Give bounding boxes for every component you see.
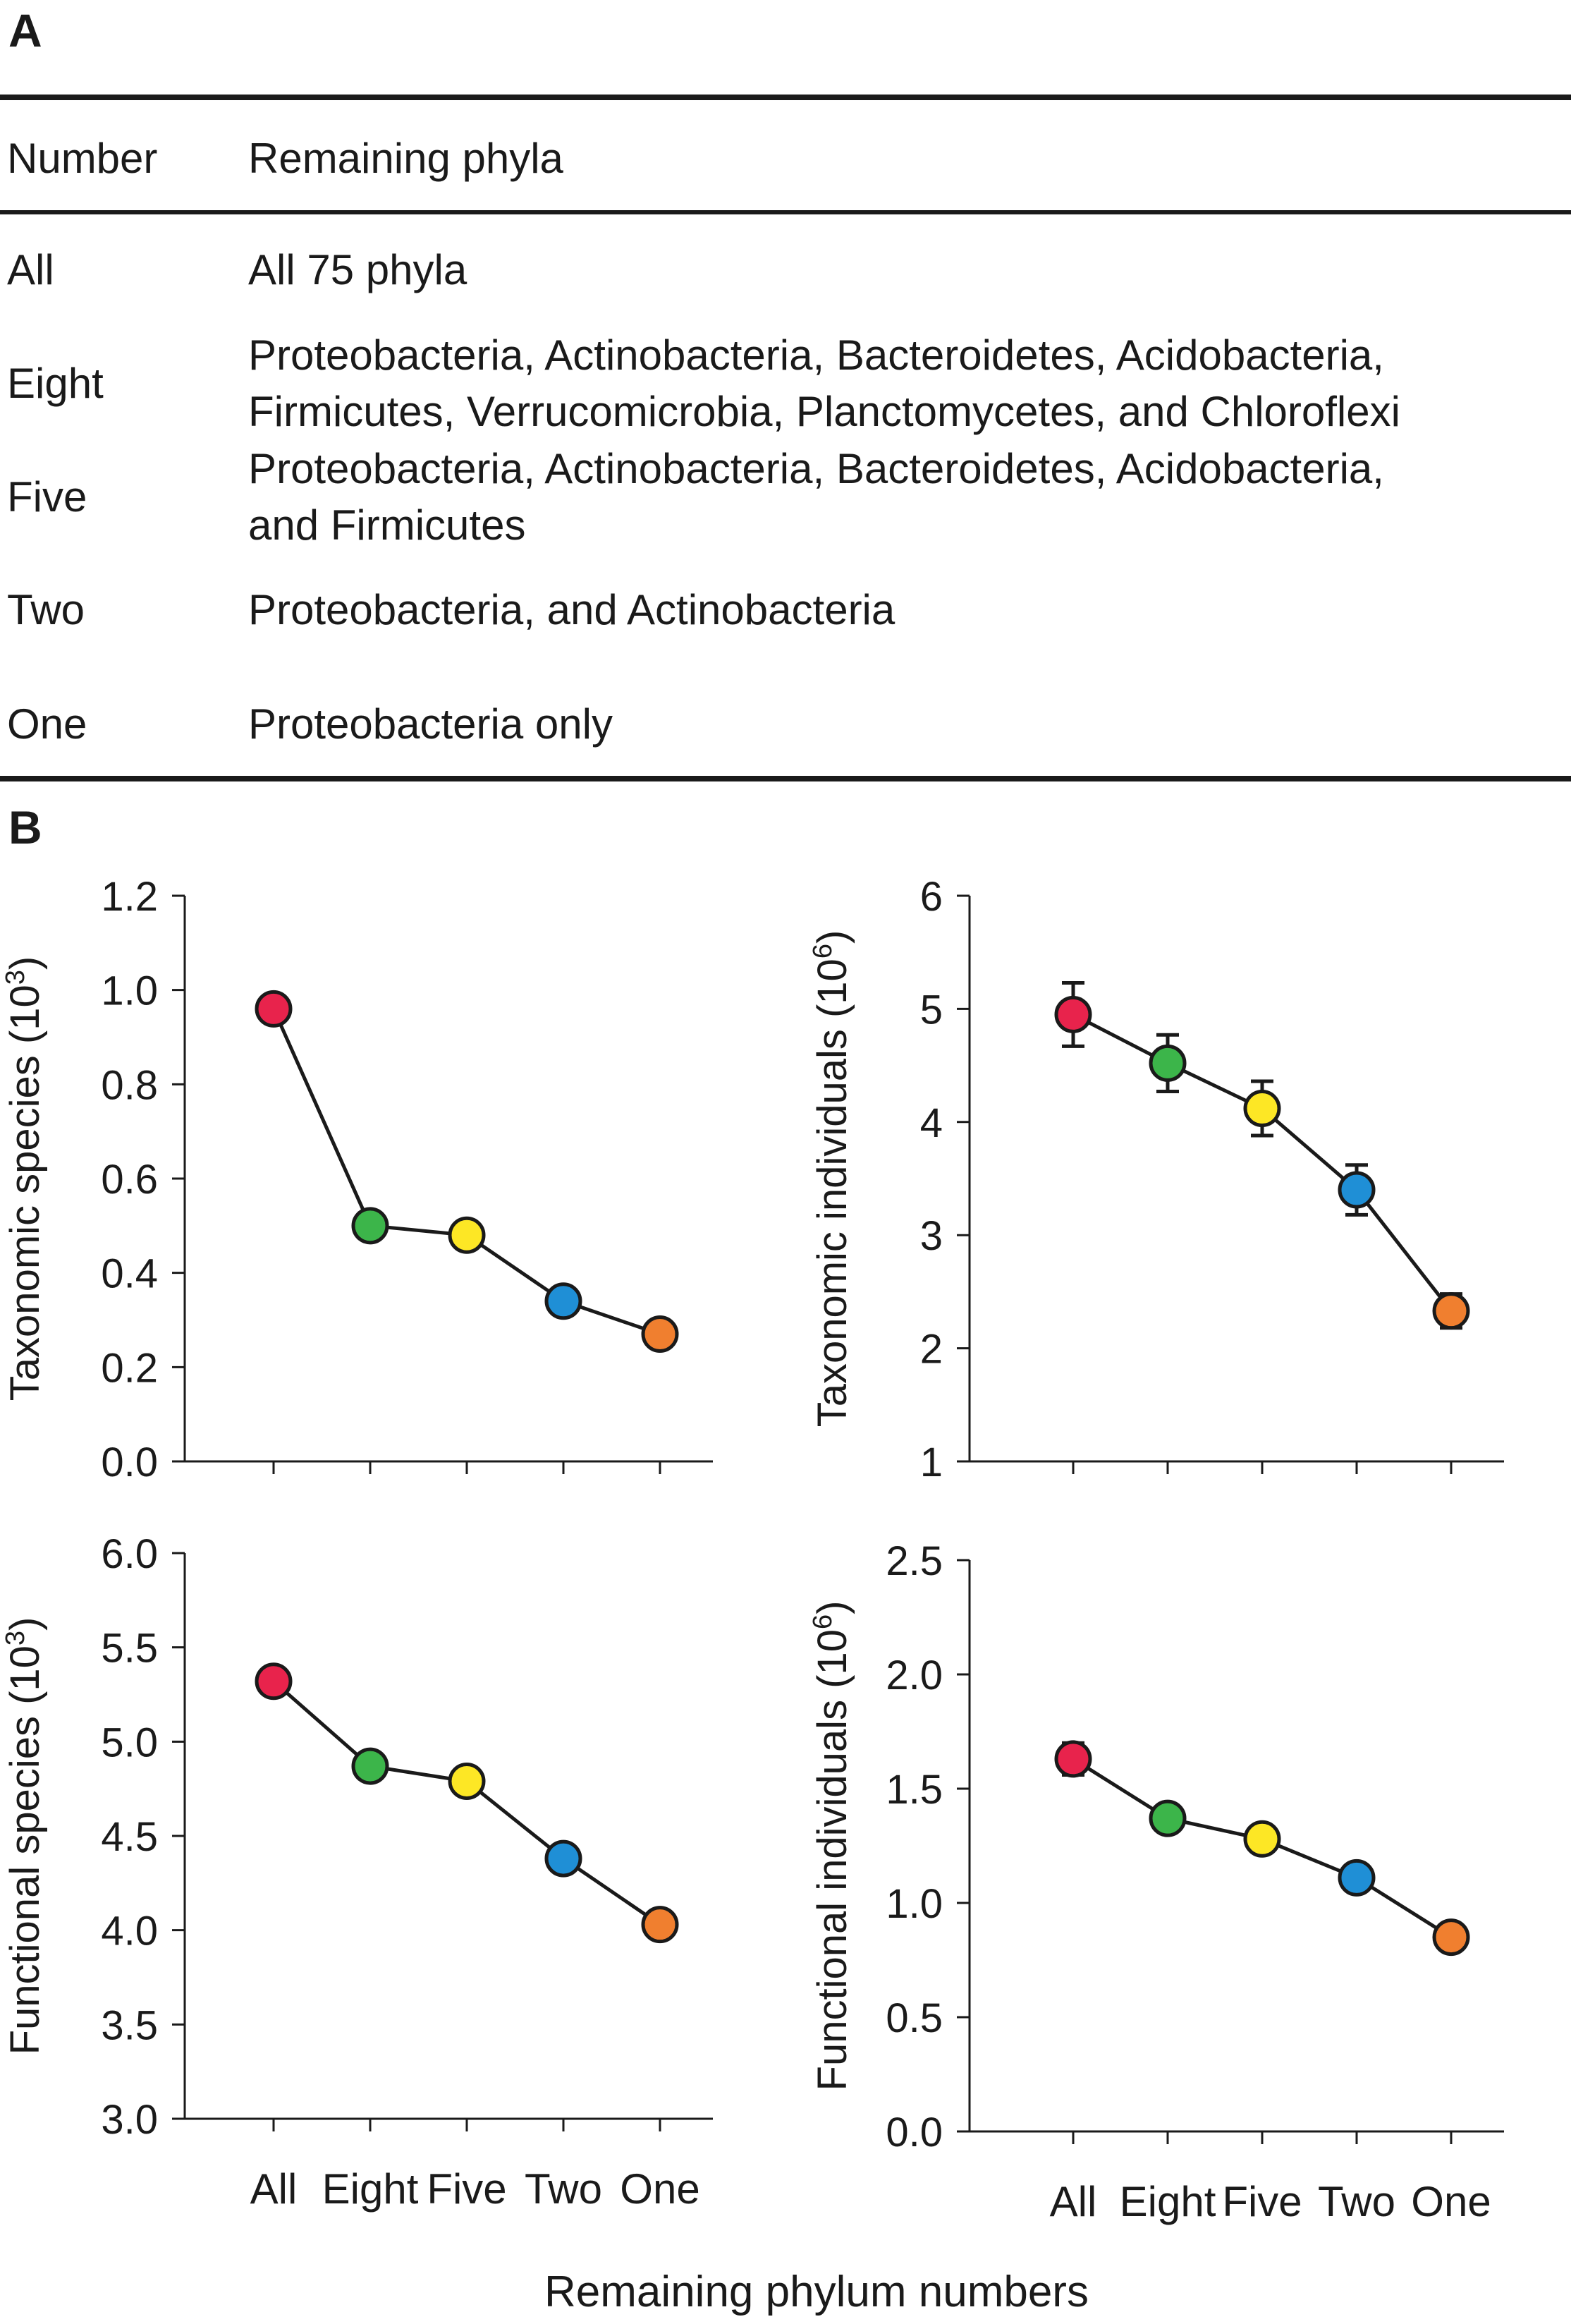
table-bottom-rule — [0, 776, 1571, 781]
point-eight — [351, 1747, 389, 1785]
row-eight-phyla-line1: Proteobacteria, Actinobacteria, Bacteroi… — [248, 331, 1384, 379]
y-axis-title: Taxonomic species (103) — [1, 956, 48, 1401]
y-tick-label: 4 — [920, 1100, 943, 1146]
x-tick-label-eight: Eight — [1120, 2178, 1216, 2225]
y-tick-label: 3.5 — [101, 2002, 158, 2048]
y-tick-label: 6 — [920, 874, 943, 920]
y-tick-label: 2.0 — [886, 1653, 943, 1698]
y-tick-label: 0.0 — [886, 2110, 943, 2155]
x-tick-label-one: One — [1411, 2178, 1491, 2225]
row-all-phyla: All 75 phyla — [248, 246, 467, 293]
y-axis-title: Functional individuals (106) — [808, 1601, 855, 2091]
y-tick-label: 1.2 — [101, 874, 158, 920]
y-axis-title: Functional species (103) — [1, 1617, 48, 2055]
y-tick-label: 0.4 — [101, 1251, 158, 1297]
chart-1: 0.0 0.2 0.4 0.6 0.8 1.0 1.2 Taxonomic species (… — [1, 874, 713, 1485]
y-tick-label: 0.8 — [101, 1062, 158, 1108]
point-two — [544, 1282, 582, 1320]
x-tick-label-two: Two — [525, 2165, 602, 2213]
x-tick-label-all: All — [250, 2165, 298, 2213]
y-tick-label: 1.0 — [886, 1881, 943, 1927]
point-five — [448, 1762, 486, 1800]
y-tick-label: 3.0 — [101, 2097, 158, 2143]
series-line — [1072, 1013, 1453, 1313]
header-remaining-phyla: Remaining phyla — [248, 135, 563, 182]
y-tick-label: 0.6 — [101, 1157, 158, 1203]
y-tick-label: 2.5 — [886, 1538, 943, 1584]
point-eight — [1149, 1799, 1187, 1837]
row-two-number: Two — [7, 586, 85, 633]
row-five-number: Five — [7, 473, 87, 521]
point-eight — [1149, 1044, 1187, 1082]
row-eight-number: Eight — [7, 360, 104, 407]
point-all — [255, 990, 293, 1028]
point-one — [641, 1906, 679, 1944]
y-tick-label: 1.0 — [101, 968, 158, 1014]
series-line — [271, 1008, 661, 1336]
point-all — [1054, 995, 1092, 1033]
point-all — [1054, 1740, 1092, 1778]
y-tick-label: 0.2 — [101, 1345, 158, 1391]
point-eight — [351, 1207, 389, 1245]
y-tick-label: 4.0 — [101, 1909, 158, 1954]
table-header-rule — [0, 210, 1571, 214]
point-two — [1338, 1858, 1376, 1897]
point-one — [1432, 1918, 1470, 1957]
row-one-phyla: Proteobacteria only — [248, 700, 613, 748]
row-five-phyla-line2: and Firmicutes — [248, 501, 526, 549]
x-tick-label-five: Five — [427, 2165, 506, 2213]
point-one — [641, 1315, 679, 1353]
y-tick-label: 4.5 — [101, 1814, 158, 1860]
y-tick-label: 6.0 — [101, 1531, 158, 1577]
x-tick-label-two: Two — [1318, 2178, 1395, 2225]
chart-3: 3.0 3.5 4.0 4.5 5.0 5.5 6.0 All Eight Five Two One F… — [1, 1531, 713, 2213]
x-tick-label-one: One — [620, 2165, 699, 2213]
x-tick-label-five: Five — [1222, 2178, 1302, 2225]
series-line — [272, 1679, 661, 1926]
y-tick-label: 2 — [920, 1327, 943, 1373]
point-all — [255, 1662, 293, 1701]
header-number: Number — [7, 135, 158, 182]
y-tick-label: 0.5 — [886, 1995, 943, 2041]
point-five — [1243, 1820, 1281, 1858]
y-tick-label: 5 — [920, 987, 943, 1033]
row-eight-phyla-line2: Firmicutes, Verrucomicrobia, Planctomyce… — [248, 388, 1400, 435]
panel-a-label: A — [8, 4, 42, 56]
row-one-number: One — [7, 700, 87, 748]
y-tick-label: 0.0 — [101, 1440, 158, 1485]
y-tick-label: 5.0 — [101, 1720, 158, 1765]
point-five — [1243, 1090, 1281, 1128]
table-top-rule — [0, 95, 1571, 100]
panel-b-label: B — [8, 801, 42, 853]
point-five — [448, 1216, 486, 1254]
point-two — [1338, 1171, 1376, 1209]
x-tick-label-all: All — [1050, 2178, 1097, 2225]
row-all-number: All — [7, 246, 54, 293]
chart-4: 0.0 0.5 1.0 1.5 2.0 2.5 All Eight Five Two One Func… — [808, 1538, 1504, 2225]
row-two-phyla: Proteobacteria, and Actinobacteria — [248, 586, 895, 633]
y-tick-label: 3 — [920, 1213, 943, 1259]
y-tick-label: 1 — [920, 1440, 943, 1485]
chart-2: 1 2 3 4 5 6 Taxonomic individuals (106) — [808, 874, 1504, 1485]
y-tick-label: 5.5 — [101, 1626, 158, 1672]
y-tick-label: 1.5 — [886, 1767, 943, 1813]
x-axis-title: Remaining phylum numbers — [544, 2268, 1089, 2316]
point-two — [544, 1839, 582, 1878]
row-five-phyla-line1: Proteobacteria, Actinobacteria, Bacteroi… — [248, 445, 1384, 492]
y-axis-title: Taxonomic individuals (106) — [808, 930, 855, 1428]
point-one — [1432, 1292, 1470, 1330]
x-tick-label-eight: Eight — [322, 2165, 419, 2213]
